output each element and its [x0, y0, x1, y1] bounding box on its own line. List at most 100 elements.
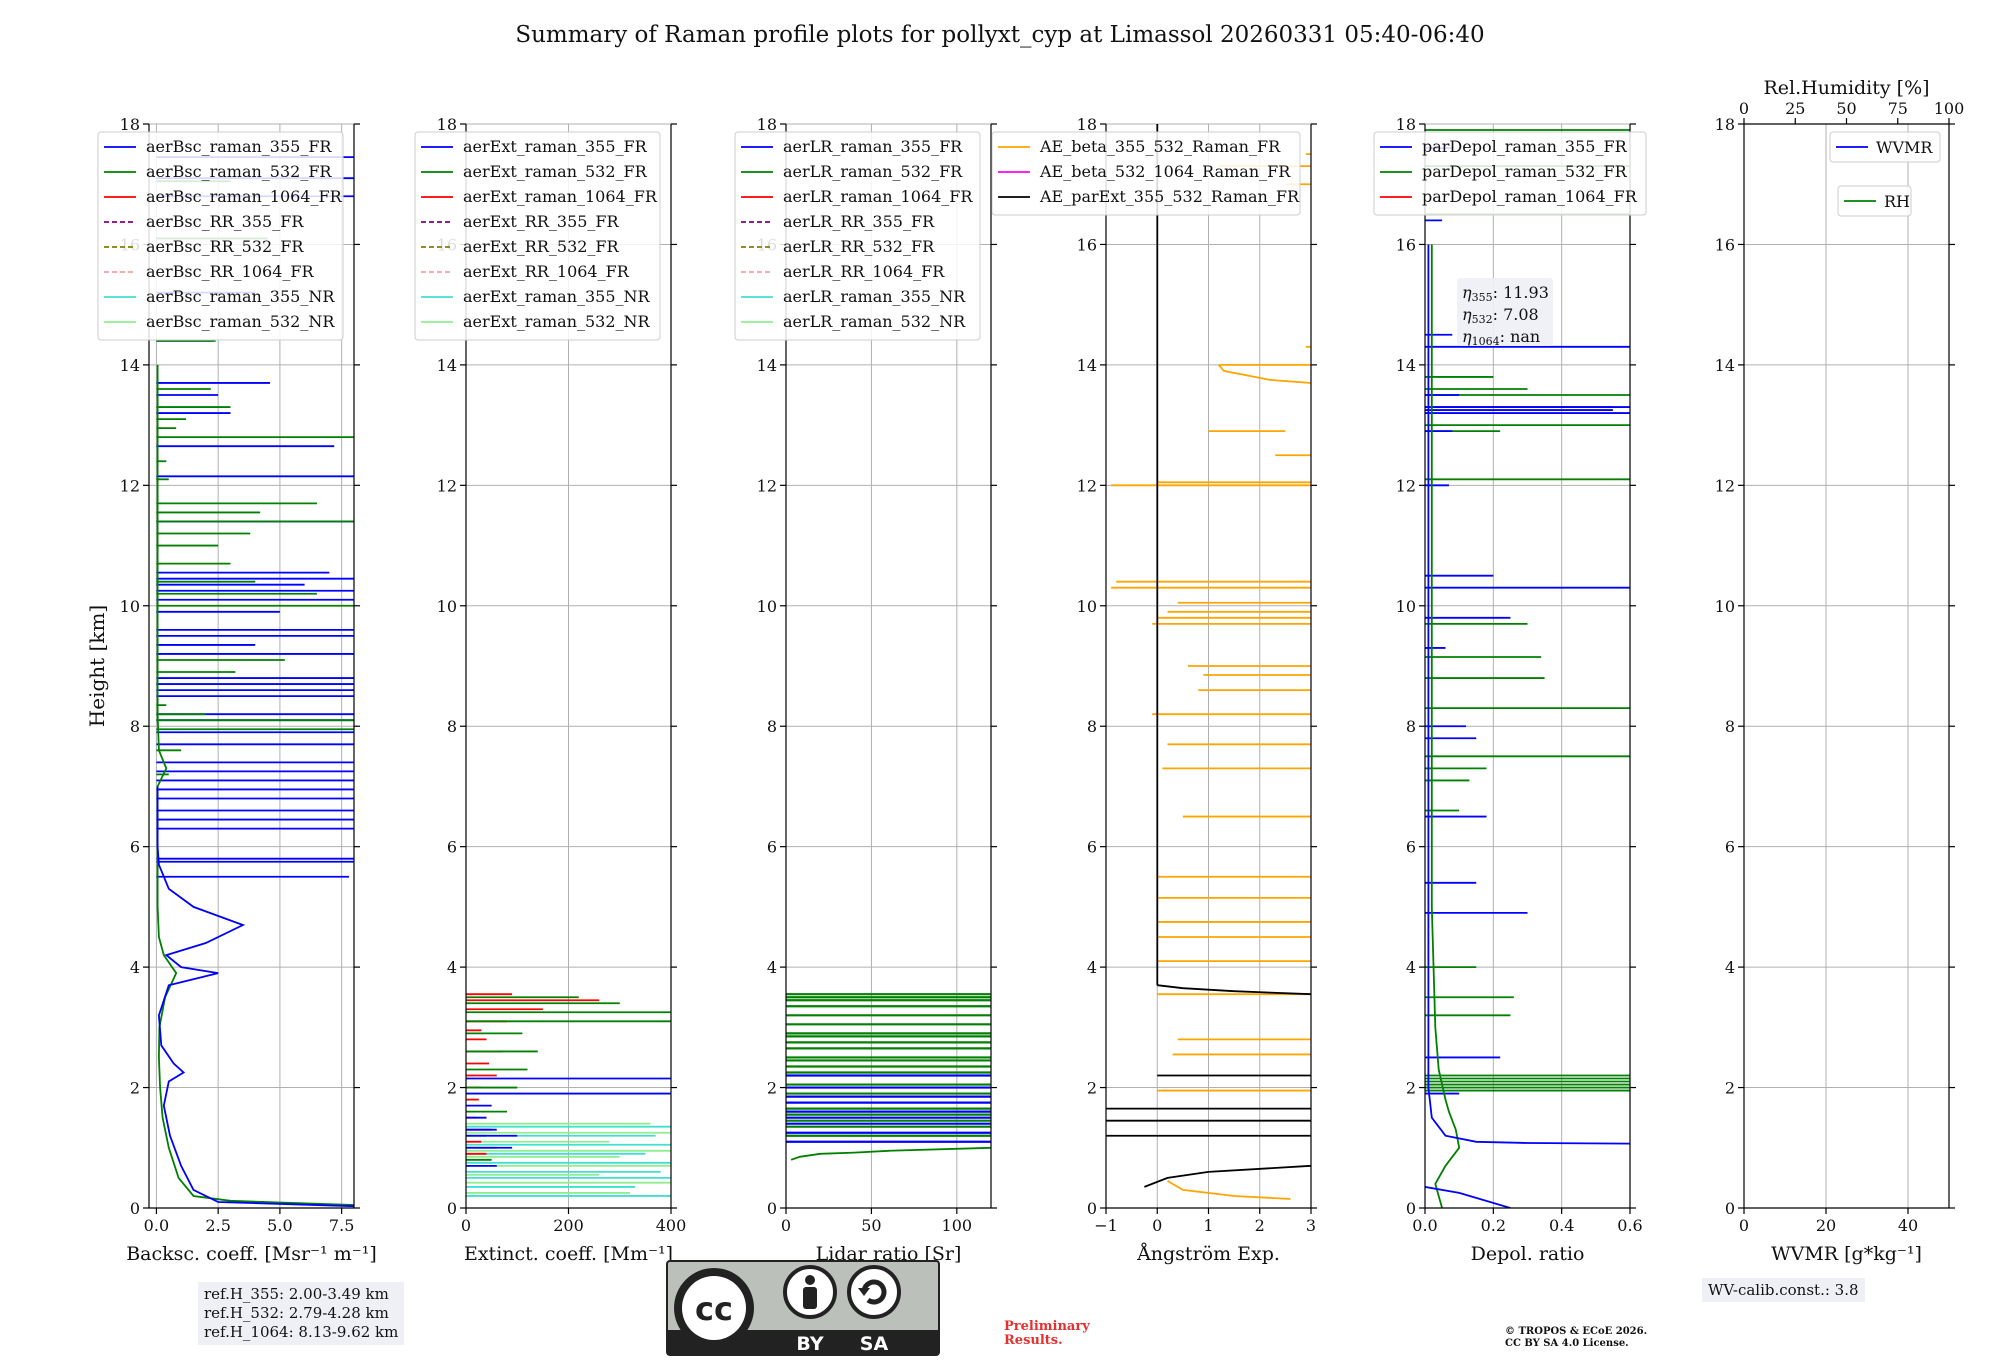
y-tick-label: 14: [757, 356, 777, 375]
x-axis-label: Lidar ratio [Sr]: [816, 1243, 962, 1265]
legend-label: aerBsc_raman_532_FR: [146, 162, 332, 181]
y-tick-label: 2: [767, 1079, 777, 1098]
ref-height-1064: ref.H_1064: 8.13-9.62 km: [204, 1323, 399, 1341]
y-tick-label: 10: [1077, 597, 1097, 616]
x-tick-label: 0: [781, 1216, 791, 1235]
legend-label: aerLR_RR_1064_FR: [783, 262, 945, 281]
x2-tick-label: 100: [1934, 99, 1965, 118]
y-tick-label: 12: [1715, 476, 1735, 495]
legend-box: [97, 131, 344, 341]
x-tick-label: 0: [461, 1216, 471, 1235]
legend-label: aerBsc_raman_532_NR: [146, 312, 335, 331]
legend: parDepol_raman_355_FR parDepol_raman_532_…: [1373, 131, 1647, 216]
legend-box: [414, 131, 661, 341]
copyright-note: © TROPOS & ECoE 2026. CC BY SA 4.0 Licen…: [1505, 1326, 1647, 1350]
cc-by-sa-license-badge: cc BY SA: [666, 1260, 940, 1356]
y-tick-label: 4: [1087, 958, 1097, 977]
legend-label: aerLR_raman_1064_FR: [783, 187, 973, 206]
series-parDepol_raman_355_FR: [1427, 244, 1630, 1145]
wv-calibration-box: WV-calib.const.: 3.8: [1702, 1278, 1865, 1302]
y-tick-label: 18: [437, 115, 457, 134]
x-axis-label: Backsc. coeff. [Msr⁻¹ m⁻¹]: [126, 1243, 377, 1265]
legend-label: AE_parExt_355_532_Raman_FR: [1039, 187, 1300, 206]
y-tick-label: 2: [1406, 1079, 1416, 1098]
y-tick-label: 12: [437, 476, 457, 495]
y-tick-label: 2: [1725, 1079, 1735, 1098]
y-tick-label: 6: [1087, 838, 1097, 857]
data-layer: [786, 993, 991, 1161]
legend-label: aerLR_raman_355_FR: [783, 137, 963, 156]
y-tick-label: 0: [767, 1199, 777, 1218]
x-axis-label: Ångström Exp.: [1136, 1243, 1280, 1265]
reference-height-box: ref.H_355: 2.00-3.49 km ref.H_532: 2.79-…: [198, 1282, 405, 1345]
y-axis-label: Height [km]: [85, 605, 109, 727]
legend-box: [991, 131, 1301, 216]
figure-title: Summary of Raman profile plots for polly…: [515, 22, 1485, 48]
copyright-line-1: © TROPOS & ECoE 2026.: [1505, 1326, 1648, 1337]
legend-label: WVMR: [1876, 138, 1933, 157]
y-tick-label: 4: [447, 958, 457, 977]
legend-label: aerBsc_RR_1064_FR: [146, 262, 315, 281]
legend-label: aerBsc_raman_1064_FR: [146, 187, 343, 206]
legend-label: AE_beta_532_1064_Raman_FR: [1039, 162, 1291, 181]
eta-value: η355: 11.93: [1462, 283, 1549, 304]
data-layer: [466, 993, 671, 1197]
svg-text:cc: cc: [695, 1290, 733, 1328]
series-parDepol_raman_355_FR: [1425, 1186, 1511, 1208]
legend-label: aerBsc_RR_355_FR: [146, 212, 304, 231]
y-tick-label: 14: [120, 356, 140, 375]
y-tick-label: 18: [120, 115, 140, 134]
legend-label: AE_beta_355_532_Raman_FR: [1039, 137, 1281, 156]
eta-value: η532: 7.08: [1462, 305, 1539, 326]
legend-label: aerExt_RR_355_FR: [463, 212, 620, 231]
x-tick-label: 20: [1816, 1216, 1836, 1235]
y-tick-label: 14: [1396, 356, 1416, 375]
legend-box: [1829, 131, 1941, 163]
x-tick-label: 0.4: [1549, 1216, 1574, 1235]
legend-label: aerLR_RR_355_FR: [783, 212, 935, 231]
x-axis-label: Depol. ratio: [1471, 1243, 1585, 1265]
y-tick-label: 14: [1077, 356, 1097, 375]
x2-axis-label: Rel.Humidity [%]: [1763, 77, 1929, 99]
series-aerBsc_raman_532_FR: [156, 364, 354, 1206]
legend-label: aerBsc_raman_355_NR: [146, 287, 335, 306]
y-tick-label: 4: [1406, 958, 1416, 977]
series-AE_beta_355_532_Raman_FR: [1218, 364, 1311, 384]
y-tick-label: 16: [1396, 235, 1416, 254]
y-tick-label: 18: [1396, 115, 1416, 134]
y-tick-label: 2: [130, 1079, 140, 1098]
legend-box: [734, 131, 981, 341]
x-tick-label: 0.6: [1617, 1216, 1642, 1235]
y-tick-label: 16: [1715, 235, 1735, 254]
preliminary-line-2: Results.: [1004, 1333, 1063, 1348]
legend-label: parDepol_raman_532_FR: [1422, 162, 1628, 181]
legend: aerExt_raman_355_FR aerExt_raman_532_FRae…: [414, 131, 661, 341]
legend-label: aerLR_raman_532_NR: [783, 312, 966, 331]
x-tick-label: 0.2: [1481, 1216, 1506, 1235]
legend: aerBsc_raman_355_FR aerBsc_raman_532_FRae…: [97, 131, 344, 341]
y-tick-label: 6: [767, 838, 777, 857]
legend: aerLR_raman_355_FR aerLR_raman_532_FR aerL…: [734, 131, 981, 341]
y-tick-label: 6: [130, 838, 140, 857]
y-tick-label: 6: [1406, 838, 1416, 857]
legend: AE_beta_355_532_Raman_FR AE_beta_532_1064…: [991, 131, 1301, 216]
series-parDepol_raman_532_FR: [1430, 244, 1461, 1208]
ref-height-355: ref.H_355: 2.00-3.49 km: [204, 1285, 389, 1303]
x-tick-label: 2.5: [205, 1216, 230, 1235]
x-tick-label: 0.0: [1412, 1216, 1437, 1235]
x-tick-label: 1: [1203, 1216, 1213, 1235]
copyright-line-2: CC BY SA 4.0 License.: [1505, 1338, 1629, 1349]
y-tick-label: 10: [757, 597, 777, 616]
legend-label: aerLR_RR_532_FR: [783, 237, 935, 256]
y-tick-label: 0: [1087, 1199, 1097, 1218]
legend-label: parDepol_raman_1064_FR: [1422, 187, 1638, 206]
legend-box: [1373, 131, 1647, 216]
x-tick-label: 50: [861, 1216, 881, 1235]
y-tick-label: 4: [767, 958, 777, 977]
y-tick-label: 12: [1396, 476, 1416, 495]
y-tick-label: 10: [120, 597, 140, 616]
y-tick-label: 18: [1077, 115, 1097, 134]
y-tick-label: 4: [130, 958, 140, 977]
